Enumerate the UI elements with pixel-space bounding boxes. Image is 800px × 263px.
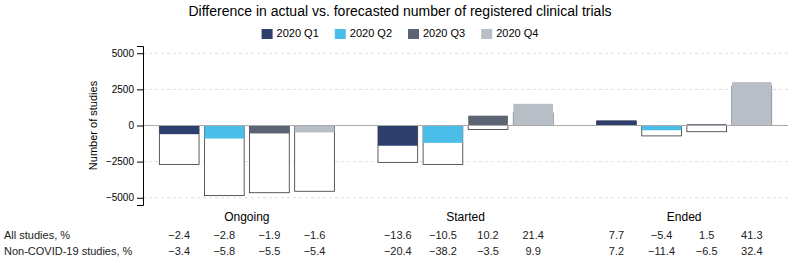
table-value: 9.9 xyxy=(526,245,541,257)
y-tick-label: −2500 xyxy=(106,156,135,167)
table-value: −38.2 xyxy=(429,245,457,257)
bar xyxy=(597,121,637,126)
bar xyxy=(295,126,335,133)
y-tick-label: −5000 xyxy=(106,192,135,203)
table-value: 10.2 xyxy=(477,229,498,241)
bar xyxy=(423,126,463,143)
table-value: −2.4 xyxy=(168,229,190,241)
table-value: 1.5 xyxy=(699,229,714,241)
table-value: −3.4 xyxy=(168,245,190,257)
table-value: −10.5 xyxy=(429,229,457,241)
title: Difference in actual vs. forecasted numb… xyxy=(188,3,611,19)
y-tick-label: 2500 xyxy=(112,84,135,95)
table-value: −13.6 xyxy=(384,229,412,241)
bar-non-covid xyxy=(159,126,199,165)
table-value: −5.5 xyxy=(259,245,281,257)
table-value: −3.5 xyxy=(477,245,499,257)
row-label: All studies, % xyxy=(4,229,70,241)
group-label: Started xyxy=(446,210,485,224)
bar-non-covid xyxy=(468,126,508,130)
grid xyxy=(143,53,788,198)
y-tick-mark xyxy=(137,126,143,127)
y-tick: 2500 xyxy=(112,84,143,95)
bar xyxy=(204,126,244,139)
legend-label: 2020 Q1 xyxy=(277,27,319,39)
bar xyxy=(250,126,290,134)
table-value: −1.9 xyxy=(259,229,281,241)
bar xyxy=(513,104,553,126)
table-value: −5.8 xyxy=(213,245,235,257)
y-tick: −5000 xyxy=(106,192,143,203)
table-value: −6.5 xyxy=(696,245,718,257)
bar-non-covid xyxy=(642,126,682,136)
table-value: −11.4 xyxy=(648,245,675,257)
grid-line xyxy=(143,53,788,54)
grid-line xyxy=(143,197,788,198)
table-value: −20.4 xyxy=(384,245,412,257)
legend-swatch xyxy=(262,29,273,39)
y-tick: 5000 xyxy=(112,48,143,59)
table-value: 7.7 xyxy=(609,229,624,241)
legend-item: 2020 Q2 xyxy=(335,27,392,39)
legend-label: 2020 Q4 xyxy=(496,27,538,39)
bars xyxy=(159,82,771,195)
bar-non-covid xyxy=(378,126,418,163)
zero-line xyxy=(143,125,788,126)
y-tick: 0 xyxy=(128,120,143,131)
legend-label: 2020 Q2 xyxy=(350,27,392,39)
group-label: Ended xyxy=(667,210,702,224)
table-value: −5.4 xyxy=(651,229,673,241)
y-tick-mark xyxy=(137,162,143,163)
chart: All studies, % Non-COVID-19 studies, % −50… xyxy=(0,0,800,263)
bar-non-covid xyxy=(597,121,637,125)
y-axis-line xyxy=(137,47,144,206)
bar xyxy=(468,116,508,126)
bar xyxy=(642,126,682,131)
legend-swatch xyxy=(481,29,492,39)
legend-item: 2020 Q3 xyxy=(408,27,465,39)
table-value: 7.2 xyxy=(609,245,624,257)
table-value: 21.4 xyxy=(522,229,543,241)
bar xyxy=(732,82,772,125)
legend-item: 2020 Q1 xyxy=(262,27,319,39)
table-value: 41.3 xyxy=(741,229,762,241)
grid-line xyxy=(143,89,788,90)
y-axis: −5000 −2500 0 2500 5000 xyxy=(106,47,144,206)
bar-non-covid xyxy=(204,126,244,196)
y-tick-mark xyxy=(137,198,143,199)
y-tick-label: 5000 xyxy=(112,48,135,59)
row-label: Non-COVID-19 studies, % xyxy=(4,245,133,257)
table-value: −2.8 xyxy=(213,229,235,241)
y-label: Number of studies xyxy=(87,80,99,170)
bar-non-covid xyxy=(250,126,290,193)
y-tick-label: 0 xyxy=(128,120,134,131)
legend-item: 2020 Q4 xyxy=(481,27,538,39)
bar-non-covid xyxy=(687,126,727,132)
bar xyxy=(159,126,199,135)
y-tick-mark xyxy=(137,89,143,90)
table-value: −1.6 xyxy=(304,229,326,241)
legend: 2020 Q1 2020 Q2 2020 Q3 2020 Q4 xyxy=(262,27,539,39)
legend-swatch xyxy=(408,29,419,39)
legend-swatch xyxy=(335,29,346,39)
bar xyxy=(378,126,418,146)
y-tick: −2500 xyxy=(106,156,143,167)
group-label: Ongoing xyxy=(224,210,269,224)
bar-non-covid xyxy=(295,126,335,192)
y-tick-mark xyxy=(137,53,143,54)
bar-non-covid xyxy=(423,126,463,165)
grid-line xyxy=(143,125,788,126)
table-value: 32.4 xyxy=(741,245,762,257)
table-value: −5.4 xyxy=(304,245,326,257)
legend-label: 2020 Q3 xyxy=(423,27,465,39)
